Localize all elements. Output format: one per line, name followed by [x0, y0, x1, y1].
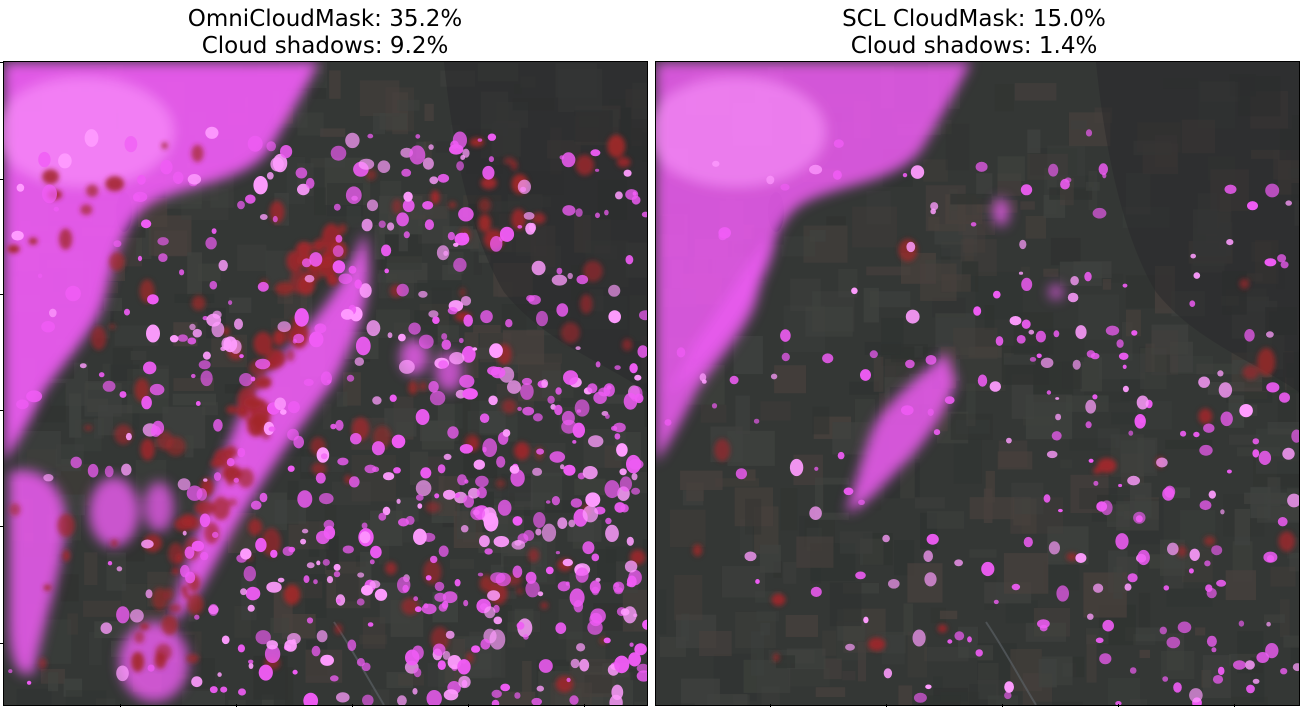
x-tick: [352, 704, 353, 707]
x-tick: [1118, 704, 1119, 707]
scl-overlay-image: [656, 62, 1299, 705]
x-tick: [120, 704, 121, 707]
scl-cloud-percent: SCL CloudMask: 15.0%: [842, 6, 1106, 32]
y-tick: [0, 643, 4, 644]
scl-cloudmask-title: SCL CloudMask: 15.0% Cloud shadows: 1.4%: [654, 6, 1294, 60]
x-tick: [886, 704, 887, 707]
scl-cloudmask-satellite-image: [655, 61, 1300, 706]
y-tick: [0, 526, 4, 527]
omnicloudmask-shadow-percent: Cloud shadows: 9.2%: [201, 33, 449, 59]
x-tick: [584, 704, 585, 707]
x-tick: [1002, 704, 1003, 707]
x-tick: [1234, 704, 1235, 707]
omnicloudmask-overlay-image: [4, 62, 647, 705]
x-tick: [468, 704, 469, 707]
omnicloudmask-title: OmniCloudMask: 35.2% Cloud shadows: 9.2%: [5, 6, 645, 60]
x-tick: [236, 704, 237, 707]
y-tick: [0, 179, 4, 180]
omnicloudmask-cloud-percent: OmniCloudMask: 35.2%: [187, 6, 463, 32]
y-tick: [0, 62, 4, 63]
y-tick: [0, 294, 4, 295]
scl-shadow-percent: Cloud shadows: 1.4%: [850, 33, 1098, 59]
omnicloudmask-satellite-image: [3, 61, 648, 706]
x-tick: [770, 704, 771, 707]
y-tick: [0, 410, 4, 411]
